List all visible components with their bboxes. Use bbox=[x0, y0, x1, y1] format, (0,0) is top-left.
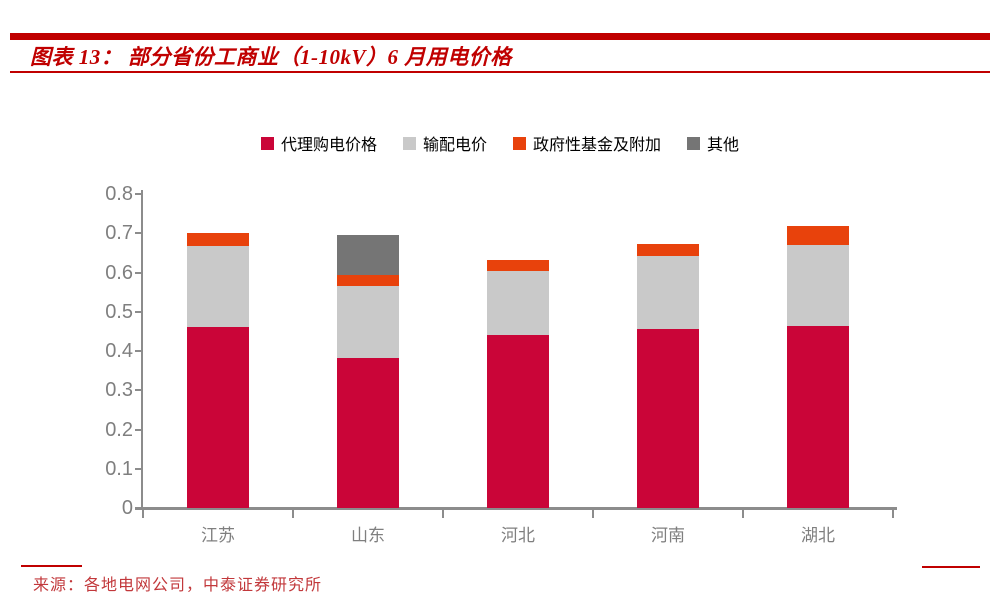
legend-swatch-icon bbox=[402, 136, 416, 150]
bar-segment bbox=[487, 259, 549, 271]
x-axis-tick bbox=[742, 510, 744, 518]
y-axis-tick bbox=[135, 507, 143, 509]
x-axis-label: 河南 bbox=[651, 526, 685, 545]
legend-item-0: 代理购电价格 bbox=[260, 131, 377, 155]
figure-title: 图表 13： 部分省份工商业（1-10kV）6 月用电价格 bbox=[30, 45, 512, 69]
bar-segment bbox=[337, 357, 399, 508]
legend-swatch-icon bbox=[687, 136, 701, 150]
y-axis-tick bbox=[135, 389, 143, 392]
category-slot bbox=[593, 194, 743, 508]
bar-segment bbox=[337, 274, 399, 287]
y-tick-label: 0.8 bbox=[105, 183, 133, 205]
bar-segment bbox=[787, 245, 849, 327]
chart-legend: 代理购电价格 输配电价 政府性基金及附加 其他 bbox=[0, 131, 1000, 155]
y-axis-tick bbox=[135, 193, 143, 195]
y-axis-tick bbox=[135, 232, 143, 235]
stacked-bar-山东 bbox=[337, 235, 399, 508]
source-divider-left bbox=[21, 565, 82, 567]
y-axis-tick bbox=[135, 350, 143, 352]
bar-segment bbox=[637, 243, 699, 257]
y-tick-label: 0 bbox=[121, 497, 133, 519]
y-axis-tick bbox=[135, 467, 143, 470]
y-tick-label: 0.7 bbox=[105, 222, 133, 245]
stacked-bar-江苏 bbox=[187, 232, 249, 508]
category-slot bbox=[293, 194, 443, 508]
x-axis-label: 江苏 bbox=[201, 526, 235, 545]
bar-segment bbox=[487, 335, 549, 508]
stacked-bar-河北 bbox=[487, 259, 549, 508]
plot-area bbox=[143, 194, 893, 508]
x-axis-label: 山东 bbox=[351, 526, 385, 545]
category-slot bbox=[443, 194, 593, 508]
legend-label: 输配电价 bbox=[422, 137, 487, 154]
y-tick-label: 0.5 bbox=[105, 300, 133, 323]
y-axis-tick bbox=[135, 428, 143, 431]
title-divider-rule bbox=[10, 71, 990, 73]
x-axis-tick bbox=[142, 510, 144, 518]
x-axis-label: 河北 bbox=[501, 526, 535, 545]
legend-item-2: 政府性基金及附加 bbox=[513, 131, 661, 155]
bar-segment bbox=[187, 245, 249, 328]
legend-label: 代理购电价格 bbox=[280, 137, 377, 154]
stacked-bar-河南 bbox=[637, 243, 699, 508]
y-tick-label: 0.1 bbox=[105, 457, 133, 480]
bar-segment bbox=[487, 270, 549, 336]
legend-item-3: 其他 bbox=[687, 131, 739, 155]
legend-label: 政府性基金及附加 bbox=[533, 137, 662, 154]
bar-segment bbox=[637, 256, 699, 329]
x-axis-tick bbox=[292, 510, 294, 518]
y-tick-label: 0.3 bbox=[105, 379, 133, 402]
bar-segment bbox=[637, 328, 699, 508]
source-divider-right bbox=[922, 566, 980, 568]
bar-segment bbox=[337, 235, 399, 275]
top-divider-rule bbox=[10, 33, 990, 40]
bar-segment bbox=[187, 232, 249, 246]
legend-label: 其他 bbox=[707, 137, 740, 154]
legend-item-1: 输配电价 bbox=[402, 131, 487, 155]
y-tick-label: 0.4 bbox=[105, 340, 133, 362]
legend-swatch-icon bbox=[513, 136, 526, 150]
y-axis-tick bbox=[135, 271, 143, 274]
bar-segment bbox=[337, 286, 399, 358]
bar-segment bbox=[187, 327, 249, 508]
y-tick-label: 0.6 bbox=[105, 261, 133, 284]
x-axis-tick bbox=[592, 510, 594, 518]
bar-segment bbox=[787, 225, 849, 246]
category-slot bbox=[743, 194, 893, 508]
bar-segment bbox=[787, 326, 849, 508]
x-axis-label: 湖北 bbox=[801, 526, 835, 545]
y-axis-tick bbox=[135, 310, 143, 313]
legend-swatch-icon bbox=[260, 136, 274, 150]
category-slot bbox=[143, 194, 293, 508]
x-axis-tick bbox=[892, 510, 894, 518]
y-tick-label: 0.2 bbox=[105, 418, 133, 441]
source-note: 来源：各地电网公司，中泰证券研究所 bbox=[33, 577, 323, 594]
stacked-bar-湖北 bbox=[787, 225, 849, 508]
x-axis-tick bbox=[442, 510, 444, 518]
x-axis-line bbox=[135, 507, 897, 510]
